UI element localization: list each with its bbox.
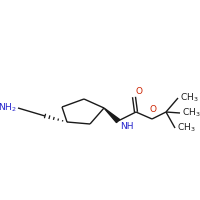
Text: O: O	[150, 105, 156, 114]
Text: CH$_3$: CH$_3$	[177, 122, 196, 134]
Polygon shape	[104, 108, 119, 123]
Text: CH$_3$: CH$_3$	[182, 107, 200, 119]
Text: CH$_3$: CH$_3$	[180, 92, 199, 104]
Text: NH$_2$: NH$_2$	[0, 102, 17, 114]
Text: O: O	[135, 87, 142, 96]
Text: NH: NH	[120, 122, 134, 131]
